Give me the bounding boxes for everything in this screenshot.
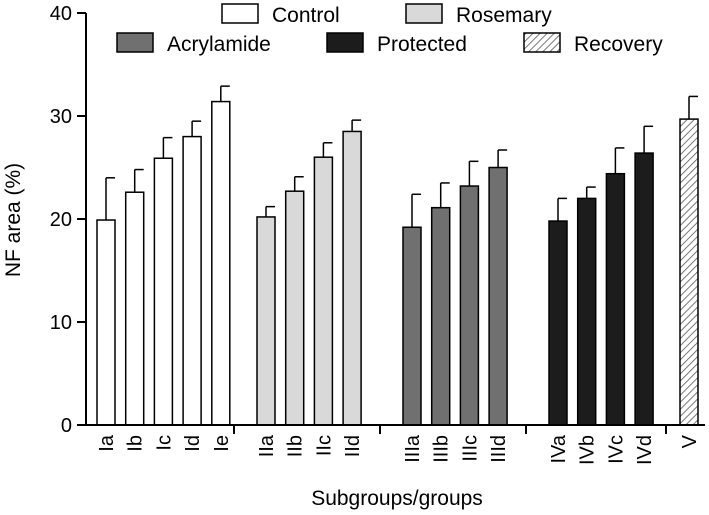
x-tick-label-Id: Id bbox=[182, 435, 204, 452]
x-tick-label-IVa: IVa bbox=[548, 434, 570, 463]
bar-IIc bbox=[313, 156, 334, 426]
bar-V bbox=[679, 118, 699, 426]
bar-IIId bbox=[488, 166, 508, 426]
bar-Ib bbox=[124, 191, 145, 426]
bars-layer: Ia Ib Ic Id Ie IIa IIb IIc IId IIIa IIIb IIIc IIId IV… bbox=[96, 85, 701, 465]
legend-label-recovery: Recovery bbox=[574, 33, 663, 56]
x-tick-label-IIc: IIc bbox=[313, 435, 335, 456]
y-tick-label: 30 bbox=[50, 106, 72, 128]
bar-IIIb bbox=[430, 206, 451, 426]
bar-Id bbox=[182, 135, 202, 426]
x-tick-label-IVd: IVd bbox=[634, 435, 656, 465]
bar-IIb bbox=[284, 190, 305, 426]
y-tick-label: 40 bbox=[50, 3, 72, 25]
bar-IVd bbox=[634, 152, 654, 426]
bar-IIa bbox=[256, 216, 276, 426]
legend-swatch-protected bbox=[326, 32, 364, 53]
y-tick-label: 10 bbox=[50, 312, 72, 334]
bar-IVb bbox=[576, 197, 597, 426]
legend-label-control: Control bbox=[272, 4, 340, 27]
x-tick-label-IIId: IIId bbox=[488, 435, 510, 463]
bar-IId bbox=[342, 130, 362, 426]
bar-Ie bbox=[211, 100, 231, 426]
legend-swatch-control bbox=[221, 3, 259, 24]
bar-IVc bbox=[605, 172, 626, 426]
series-rosemary: IIa IIb IIc IId bbox=[256, 119, 364, 457]
x-tick-label-IIa: IIa bbox=[256, 434, 278, 457]
x-tick-label-V: V bbox=[679, 434, 701, 448]
legend-swatch-rosemary bbox=[405, 3, 443, 24]
x-tick-label-IIb: IIb bbox=[285, 435, 307, 457]
bar-IVa bbox=[548, 220, 568, 426]
x-tick-label-IId: IId bbox=[342, 435, 364, 457]
x-tick-label-Ie: Ie bbox=[211, 435, 233, 452]
y-axis-title: NF area (%) bbox=[2, 163, 25, 277]
legend-swatch-recovery bbox=[523, 32, 561, 53]
chart-legend: Control Rosemary Acrylamide Protected Recove… bbox=[116, 3, 663, 56]
series-control: Ia Ib Ic Id Ie bbox=[96, 85, 233, 452]
bar-Ic bbox=[153, 157, 174, 426]
x-tick-label-IVc: IVc bbox=[605, 435, 627, 464]
x-tick-label-IIIc: IIIc bbox=[459, 435, 481, 462]
x-tick-label-Ic: Ic bbox=[153, 435, 175, 451]
bar-Ia bbox=[96, 219, 116, 426]
legend-label-protected: Protected bbox=[377, 33, 467, 56]
legend-swatch-acrylamide bbox=[116, 32, 154, 53]
x-axis-title: Subgroups/groups bbox=[311, 487, 483, 510]
series-recovery: V bbox=[679, 95, 701, 448]
series-acrylamide: IIIa IIIb IIIc IIId bbox=[402, 149, 510, 463]
series-protected: IVa IVb IVc IVd bbox=[548, 125, 656, 465]
x-tick-label-Ib: Ib bbox=[125, 435, 147, 452]
x-tick-label-IIIb: IIIb bbox=[431, 435, 453, 463]
x-tick-label-IVb: IVb bbox=[577, 435, 599, 465]
legend-label-acrylamide: Acrylamide bbox=[167, 33, 271, 56]
y-tick-label: 20 bbox=[50, 209, 72, 231]
bar-IIIa bbox=[402, 226, 422, 426]
x-tick-label-Ia: Ia bbox=[96, 434, 118, 452]
axes-layer: 0 10 20 30 40 bbox=[50, 3, 705, 437]
y-tick-label: 0 bbox=[61, 415, 72, 437]
x-tick-label-IIIa: IIIa bbox=[402, 434, 424, 463]
bar-IIIc bbox=[459, 185, 480, 426]
legend-label-rosemary: Rosemary bbox=[456, 4, 552, 27]
